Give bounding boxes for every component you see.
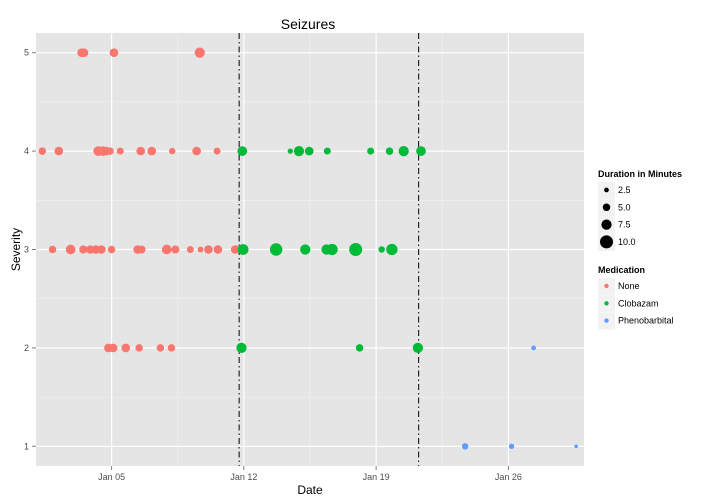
data-point-clobazam [304,146,314,156]
data-point-none [213,147,221,155]
x-tick-label: Jan 26 [495,472,522,482]
data-point-none [194,47,205,58]
legends: Duration in Minutes 2.5 5.0 7.5 10.0 Medicati… [598,169,682,330]
data-point-none [137,245,146,254]
data-point-none [230,245,240,254]
legend-size-label: 7.5 [618,220,631,230]
data-point-none [121,343,131,353]
data-point-none [79,48,89,57]
legend-size-key [601,219,612,230]
data-point-none [197,246,204,253]
y-axis-title: Severity [9,228,23,271]
data-point-clobazam [326,243,338,256]
data-point-none [109,48,119,57]
data-point-none [79,245,88,254]
chart-title: Seizures [281,16,335,32]
legend-size-label: 5.0 [618,202,631,212]
data-point-clobazam [293,145,305,157]
legend-title-medication: Medication [598,265,645,275]
legend-color-key [604,301,609,306]
data-point-none [204,245,213,254]
legend-color-label: Clobazam [618,298,659,308]
data-point-clobazam [412,342,423,354]
data-point-clobazam [287,148,293,154]
legend-size-key [602,203,611,212]
data-point-clobazam [367,147,375,155]
x-axis-ticks: Jan 05 Jan 12 Jan 19 Jan 26 [98,466,522,482]
data-point-none [48,245,57,254]
data-point-clobazam [398,145,409,157]
data-point-none [213,245,223,254]
data-points [38,47,578,450]
data-point-none [147,146,157,156]
y-tick-label: 4 [24,146,29,156]
y-tick-label: 2 [24,343,29,353]
data-point-none [156,344,165,352]
data-point-none [167,344,176,352]
y-tick-label: 1 [24,441,29,451]
legend-size-label: 2.5 [618,185,631,195]
data-point-clobazam [378,246,385,253]
x-tick-label: Jan 12 [230,472,257,482]
data-point-none [107,245,116,254]
legend-color-label: Phenobarbital [618,316,674,326]
data-point-phenobarbital [508,443,515,449]
data-point-clobazam [323,147,331,155]
data-point-clobazam [386,243,398,256]
data-point-none [54,146,64,156]
data-point-none [171,245,180,254]
data-point-clobazam [300,244,311,255]
data-point-none [65,244,76,255]
y-tick-label: 5 [24,48,29,58]
x-axis-title: Date [297,483,323,497]
data-point-none [97,245,106,254]
data-point-none [192,146,201,156]
data-point-none [186,246,194,253]
data-point-none [38,147,47,155]
data-point-none [161,244,172,255]
y-tick-label: 3 [24,245,29,255]
data-point-clobazam [355,344,364,352]
legend-size-key [604,187,609,193]
data-point-none [116,147,124,155]
data-point-clobazam [349,243,363,256]
y-axis-ticks: 1 2 3 4 5 [24,48,36,451]
legend-color-key [604,318,609,323]
data-point-phenobarbital [574,444,578,449]
data-point-phenobarbital [461,443,469,450]
legend-color-label: None [618,281,640,291]
legend-size-key [600,235,613,249]
data-point-none [169,147,176,155]
data-point-clobazam [237,244,249,255]
data-point-clobazam [416,146,426,156]
data-point-clobazam [237,146,248,156]
data-point-none [135,344,143,352]
x-tick-label: Jan 05 [98,472,125,482]
data-point-clobazam [269,243,283,256]
legend-title-duration: Duration in Minutes [598,169,682,179]
data-point-none [108,343,118,353]
legend-size-label: 10.0 [618,237,636,247]
legend-color-key [604,283,609,289]
data-point-none [136,146,146,156]
data-point-phenobarbital [531,345,536,351]
data-point-none [106,147,114,155]
data-point-clobazam [385,147,394,155]
data-point-clobazam [236,342,247,354]
x-tick-label: Jan 19 [363,472,390,482]
